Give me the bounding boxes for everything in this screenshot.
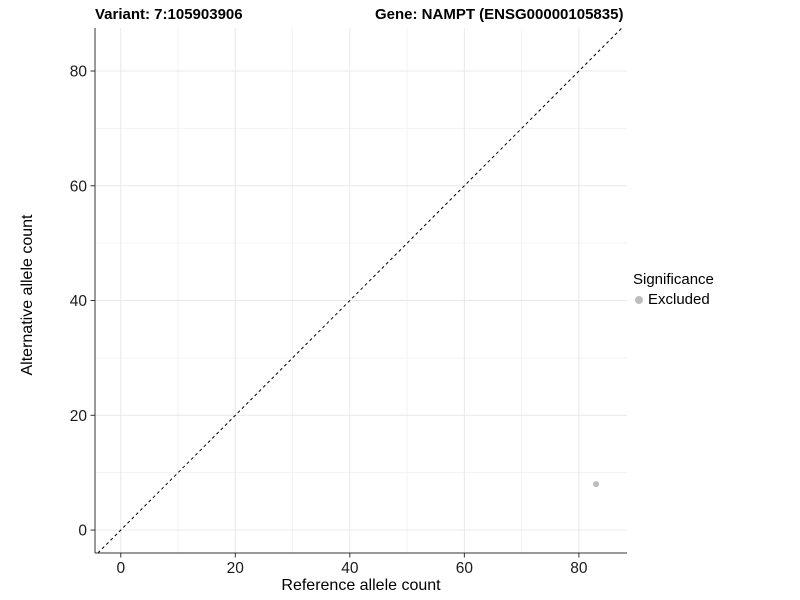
- y-tick-label: 20: [70, 408, 88, 425]
- y-axis-title: Alternative allele count: [19, 214, 36, 376]
- x-tick-label: 0: [116, 560, 125, 577]
- legend-item-label: Excluded: [648, 291, 710, 308]
- variant-title: Variant: 7:105903906: [95, 6, 243, 23]
- x-tick-label: 80: [570, 560, 588, 577]
- x-axis-title: Reference allele count: [281, 577, 441, 594]
- data-point: [593, 481, 600, 488]
- x-tick-label: 20: [227, 560, 245, 577]
- legend-item-excluded: Excluded: [635, 291, 714, 308]
- excluded-point-icon: [635, 295, 643, 304]
- y-tick-label: 0: [78, 523, 87, 540]
- legend-title: Significance: [633, 271, 714, 288]
- plot-title-row: Variant: 7:105903906 Gene: NAMPT (ENSG00…: [0, 6, 800, 24]
- x-tick-label: 60: [456, 560, 474, 577]
- x-tick-label: 40: [341, 560, 359, 577]
- legend: Significance Excluded: [633, 271, 714, 308]
- y-tick-label: 80: [70, 64, 88, 81]
- y-tick-label: 60: [70, 178, 88, 195]
- identity-line: [97, 27, 623, 554]
- y-tick-label: 40: [70, 293, 88, 310]
- gene-title: Gene: NAMPT (ENSG00000105835): [375, 6, 624, 23]
